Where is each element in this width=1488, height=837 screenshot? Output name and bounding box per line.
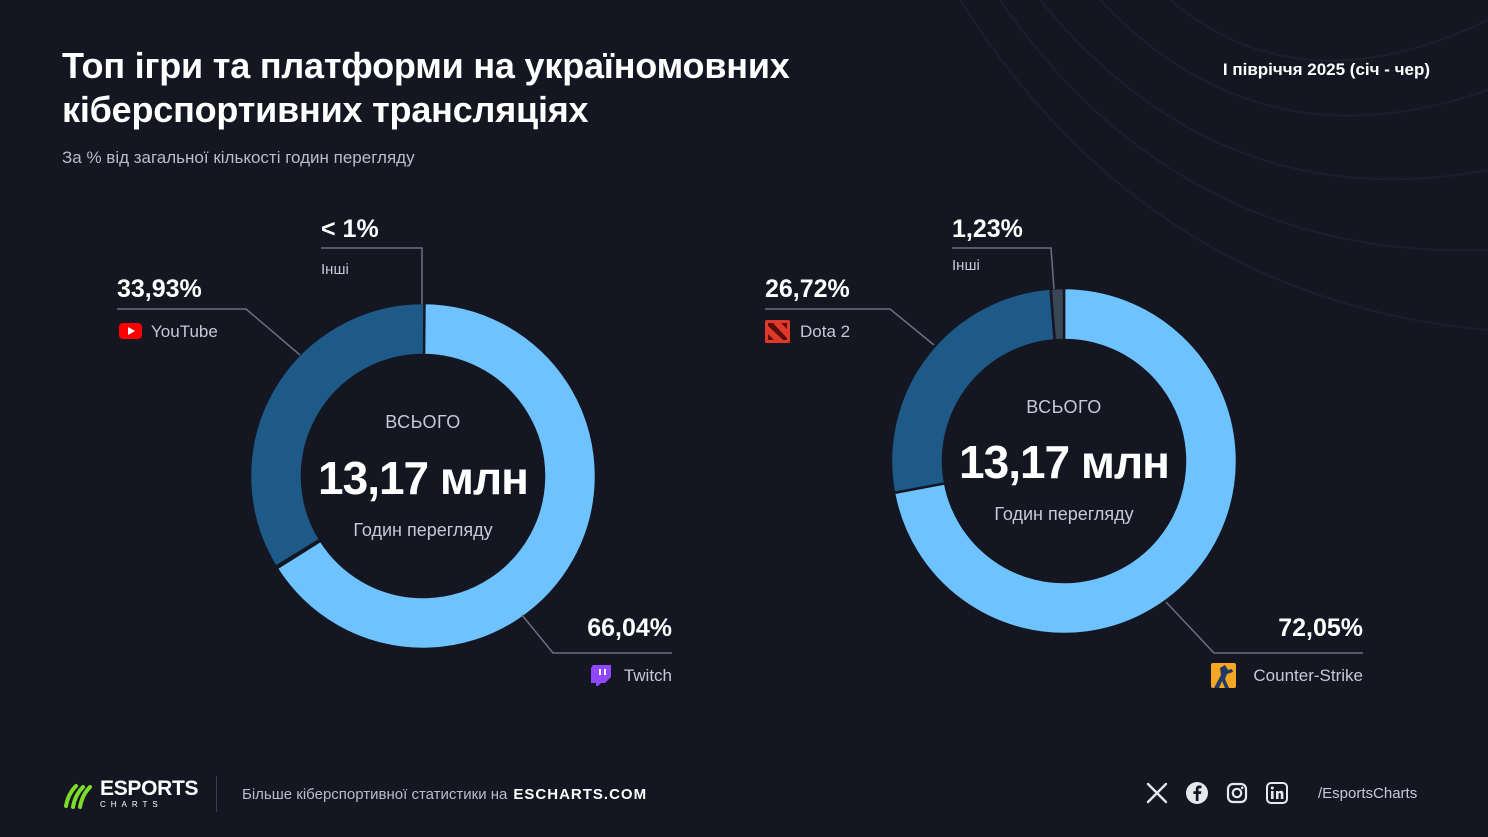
logo-mark-icon xyxy=(64,784,92,809)
donut-slice-інші[interactable] xyxy=(1049,286,1066,342)
footer-promo-text: Більше кіберспортивної статистики на xyxy=(242,786,508,803)
esports-charts-logo[interactable]: ESPORTS CHARTS xyxy=(62,776,199,810)
twitch-icon xyxy=(591,665,611,686)
leader-line-other xyxy=(952,247,1055,290)
center-total-unit: Годин перегляду xyxy=(353,520,492,540)
x-icon[interactable] xyxy=(1144,780,1170,806)
youtube-icon xyxy=(119,323,142,339)
counter-strike-icon xyxy=(1211,663,1236,688)
slice-label-other-pct: 1,23% xyxy=(952,215,1023,243)
leader-line-dota2 xyxy=(765,308,935,346)
slice-label-other-pct: < 1% xyxy=(321,215,379,243)
leader-line-other xyxy=(321,247,423,304)
footer-promo: Більше кіберспортивної статистики на ESCH… xyxy=(242,786,647,803)
center-total-value: 13,17 млн xyxy=(959,436,1169,488)
logo-subtitle: CHARTS xyxy=(100,799,163,809)
social-links xyxy=(1144,780,1290,806)
period-label: I півріччя 2025 (січ - чер) xyxy=(1222,60,1430,79)
footer-site-link[interactable]: ESCHARTS.COM xyxy=(513,786,648,803)
linkedin-icon[interactable] xyxy=(1264,780,1290,806)
slice-label-counter-strike-name: Counter-Strike xyxy=(1253,666,1363,685)
footer-divider xyxy=(216,776,217,812)
leader-line-counter-strike xyxy=(1165,601,1363,654)
donut-slice-twitch[interactable] xyxy=(274,301,598,651)
social-handle[interactable]: /EsportsCharts xyxy=(1318,785,1418,802)
games-slices xyxy=(889,286,1239,636)
leader-line-twitch xyxy=(521,614,672,654)
donut-slice-counter-strike[interactable] xyxy=(892,286,1239,636)
page-subtitle: За % від загальної кількості годин перег… xyxy=(62,148,415,167)
center-total-value: 13,17 млн xyxy=(318,452,528,504)
leader-line-youtube xyxy=(117,308,301,356)
dota2-icon xyxy=(765,320,790,343)
slice-label-dota2-name: Dota 2 xyxy=(800,322,850,341)
center-total-unit: Годин перегляду xyxy=(994,504,1133,524)
footer: ESPORTS CHARTS Більше кіберспортивної ст… xyxy=(0,770,1488,820)
instagram-icon[interactable] xyxy=(1224,780,1250,806)
games-donut-chart: 1,23% Інші 26,72% Dota 2 72,05% Counter-… xyxy=(765,215,1363,688)
platforms-slices xyxy=(248,301,598,651)
slice-label-twitch-name: Twitch xyxy=(624,666,672,685)
slice-label-other-name: Інші xyxy=(952,257,980,274)
logo-wordmark: ESPORTS xyxy=(100,776,199,800)
slice-label-youtube-pct: 33,93% xyxy=(117,275,202,303)
slice-label-twitch-pct: 66,04% xyxy=(587,614,672,642)
slice-label-dota2-pct: 26,72% xyxy=(765,275,850,303)
page-title: Топ ігри та платформи на україномовних к… xyxy=(62,45,790,130)
slice-label-youtube-name: YouTube xyxy=(151,322,218,341)
donut-slice-youtube[interactable] xyxy=(248,301,426,569)
facebook-icon[interactable] xyxy=(1184,780,1210,806)
center-total-label: ВСЬОГО xyxy=(1026,397,1102,417)
slice-label-counter-strike-pct: 72,05% xyxy=(1278,614,1363,642)
platforms-donut-chart: < 1% Інші 33,93% YouTube 66,04% Twitch В… xyxy=(117,215,672,686)
slice-label-other-name: Інші xyxy=(321,261,349,278)
center-total-label: ВСЬОГО xyxy=(385,412,461,432)
